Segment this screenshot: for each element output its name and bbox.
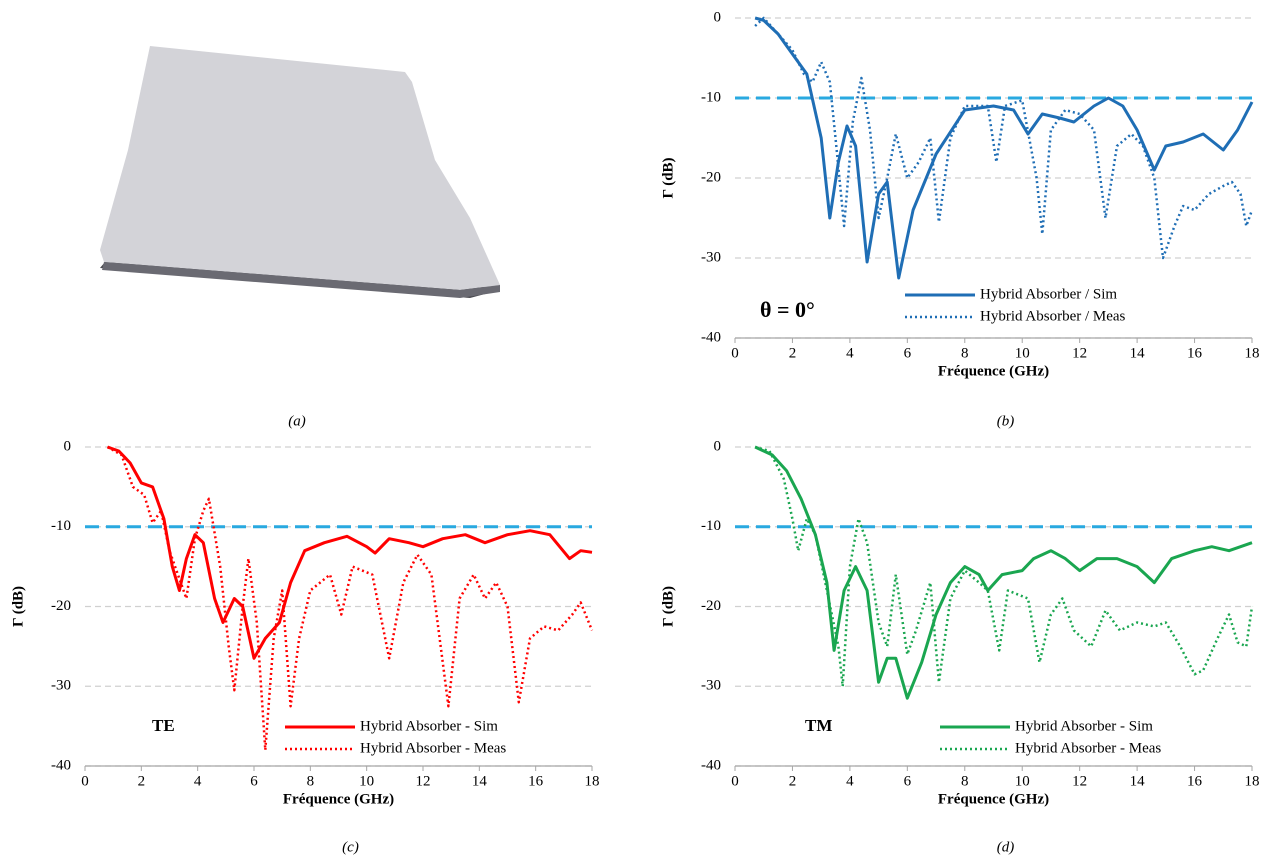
y-tick-label: -10 [701,518,721,534]
annotation: TM [805,716,832,735]
x-tick-label: 6 [904,345,912,361]
y-tick-label: 0 [714,9,722,25]
x-tick-label: 14 [1130,345,1146,361]
x-tick-label: 4 [194,773,202,789]
x-tick-label: 2 [789,345,797,361]
series-line [754,16,1254,260]
legend-label: Hybrid Absorber / Sim [980,286,1117,302]
x-tick-label: 8 [307,773,315,789]
absorber-photo [100,46,500,298]
x-tick-label: 6 [904,773,912,789]
x-tick-label: 18 [1245,345,1260,361]
series-line [754,445,1253,700]
x-tick-label: 18 [585,773,600,789]
y-axis-title: Γ (dB) [10,586,26,627]
x-tick-label: 14 [1130,773,1146,789]
caption: (c) [342,839,359,855]
y-tick-label: 0 [64,438,72,454]
x-tick-label: 16 [1187,773,1203,789]
y-tick-label: -40 [51,757,71,773]
caption: (b) [997,413,1015,429]
y-tick-label: -30 [51,678,71,694]
caption: (d) [997,839,1015,855]
series-line [106,445,593,660]
x-tick-label: 14 [472,773,488,789]
x-tick-label: 4 [846,345,854,361]
photo-top [100,46,500,290]
x-tick-label: 2 [138,773,146,789]
legend-label: Hybrid Absorber - Meas [360,740,506,756]
x-tick-label: 6 [250,773,258,789]
annotation: TE [152,716,175,735]
x-tick-label: 0 [731,345,739,361]
legend-label: Hybrid Absorber / Meas [980,308,1126,324]
x-tick-label: 0 [731,773,739,789]
x-tick-label: 18 [1245,773,1260,789]
x-tick-label: 12 [1072,345,1087,361]
x-tick-label: 12 [1072,773,1087,789]
y-tick-label: -30 [701,678,721,694]
x-tick-label: 4 [846,773,854,789]
x-tick-label: 10 [1015,773,1030,789]
x-tick-label: 8 [961,773,969,789]
x-tick-label: 2 [789,773,797,789]
y-tick-label: -20 [701,169,721,185]
y-tick-label: -10 [51,518,71,534]
y-axis-title: Γ (dB) [660,157,676,198]
x-axis-title: Fréquence (GHz) [938,791,1049,807]
series-line [754,445,1254,688]
series-line [106,445,594,752]
x-tick-label: 16 [528,773,544,789]
x-tick-label: 10 [359,773,374,789]
y-tick-label: -40 [701,757,721,773]
series-line [754,16,1254,280]
x-tick-label: 12 [416,773,431,789]
legend-label: Hybrid Absorber - Sim [1015,718,1153,734]
legend-label: Hybrid Absorber - Meas [1015,740,1161,756]
photo-edge [102,262,500,298]
x-tick-label: 0 [81,773,89,789]
x-axis-title: Fréquence (GHz) [283,791,394,807]
x-tick-label: 10 [1015,345,1030,361]
x-tick-label: 16 [1187,345,1203,361]
legend-label: Hybrid Absorber - Sim [360,718,498,734]
x-tick-label: 8 [961,345,969,361]
y-tick-label: -40 [701,329,721,345]
y-tick-label: -10 [701,89,721,105]
y-tick-label: -20 [701,598,721,614]
annotation: θ = 0° [760,297,815,322]
y-tick-label: -30 [701,249,721,265]
y-tick-label: -20 [51,598,71,614]
y-axis-title: Γ (dB) [660,586,676,627]
x-axis-title: Fréquence (GHz) [938,363,1049,379]
caption: (a) [288,413,306,429]
y-tick-label: 0 [714,438,722,454]
